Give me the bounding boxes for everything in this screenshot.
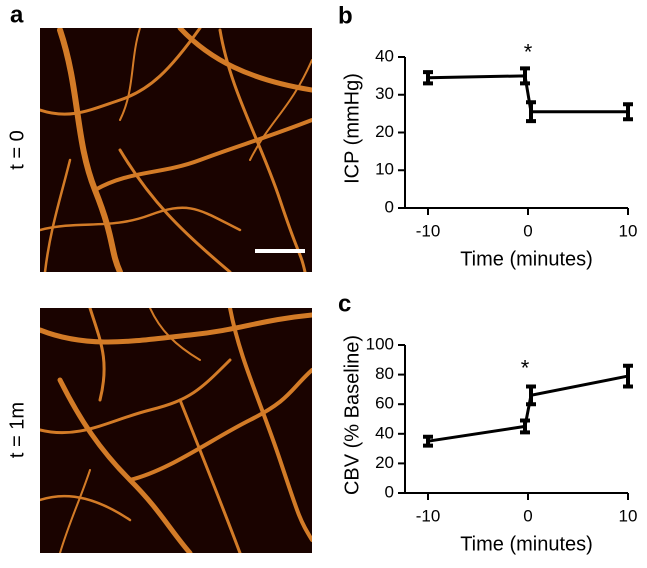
panel-label: c [338,290,351,317]
error-bar [526,100,536,124]
x-tick-label: -10 [416,221,441,240]
annotation: * [521,356,530,381]
image-label: t = 1m [6,402,28,458]
x-tick-label: 10 [619,506,638,525]
x-tick-label: 0 [523,221,532,240]
data-line [427,74,628,114]
micrograph [40,28,312,272]
y-tick-label: 20 [375,453,394,472]
y-axis-label: CBV (% Baseline) [341,335,363,495]
error-bar [520,66,530,86]
x-tick-label: 0 [523,506,532,525]
data-line [427,374,629,443]
y-axis-label: ICP (mmHg) [341,73,363,184]
y-tick-label: 0 [385,482,394,501]
y-tick-label: 20 [375,122,394,141]
error-bar [526,384,536,407]
y-tick-label: 60 [375,394,394,413]
x-tick-label: 10 [619,221,638,240]
y-tick-label: 40 [375,423,394,442]
error-bar [423,70,433,86]
error-bar [520,418,530,435]
error-bar [623,102,633,122]
y-tick-label: 80 [375,364,394,383]
panel-label: b [338,2,353,29]
y-tick-label: 0 [385,197,394,216]
image-label: t = 0 [6,130,28,169]
error-bar [423,434,433,448]
y-tick-label: 100 [366,334,394,353]
x-tick-label: -10 [416,506,441,525]
y-tick-label: 40 [375,46,394,65]
micrograph [40,308,312,553]
annotation: * [524,39,533,64]
panel-label: a [10,1,24,28]
x-axis-label: Time (minutes) [460,533,593,555]
y-tick-label: 30 [375,84,394,103]
error-bar [623,363,633,389]
y-tick-label: 10 [375,160,394,179]
x-axis-label: Time (minutes) [460,248,593,270]
